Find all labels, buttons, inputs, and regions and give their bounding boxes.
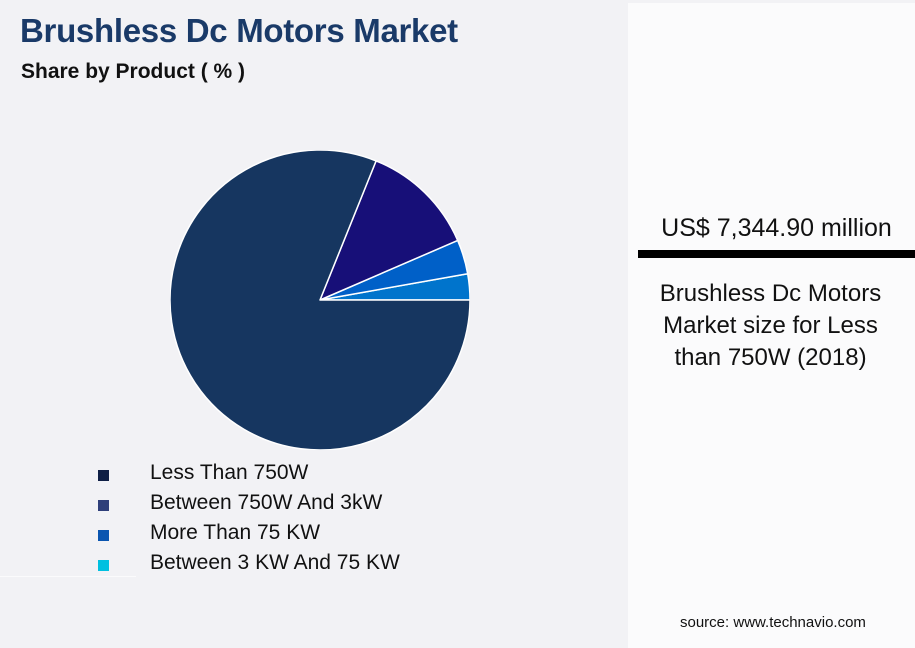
chart-title: Brushless Dc Motors Market	[20, 12, 458, 49]
chart-subtitle: Share by Product ( % )	[21, 60, 246, 83]
kpi-value: US$ 7,344.90 million	[661, 214, 892, 242]
legend-label: Between 750W And 3kW	[150, 491, 383, 514]
legend-label: Between 3 KW And 75 KW	[150, 551, 400, 574]
source-note: source: www.technavio.com	[680, 614, 866, 631]
pie-slice	[319, 160, 459, 301]
legend-label: Less Than 750W	[150, 461, 309, 484]
pie-svg	[169, 149, 471, 451]
legend-swatch-icon	[98, 500, 109, 511]
divider	[0, 576, 136, 577]
legend-label: More Than 75 KW	[150, 521, 321, 544]
legend-swatch-icon	[98, 560, 109, 571]
legend-swatch-icon	[98, 530, 109, 541]
kpi-panel: US$ 7,344.90 million Brushless Dc Motors…	[628, 3, 915, 648]
pie-chart	[169, 149, 471, 451]
kpi-divider	[638, 250, 915, 258]
kpi-caption: Brushless Dc Motors Market size for Less…	[659, 280, 882, 371]
legend-swatch-icon	[98, 470, 109, 481]
pie-slice	[169, 149, 471, 451]
